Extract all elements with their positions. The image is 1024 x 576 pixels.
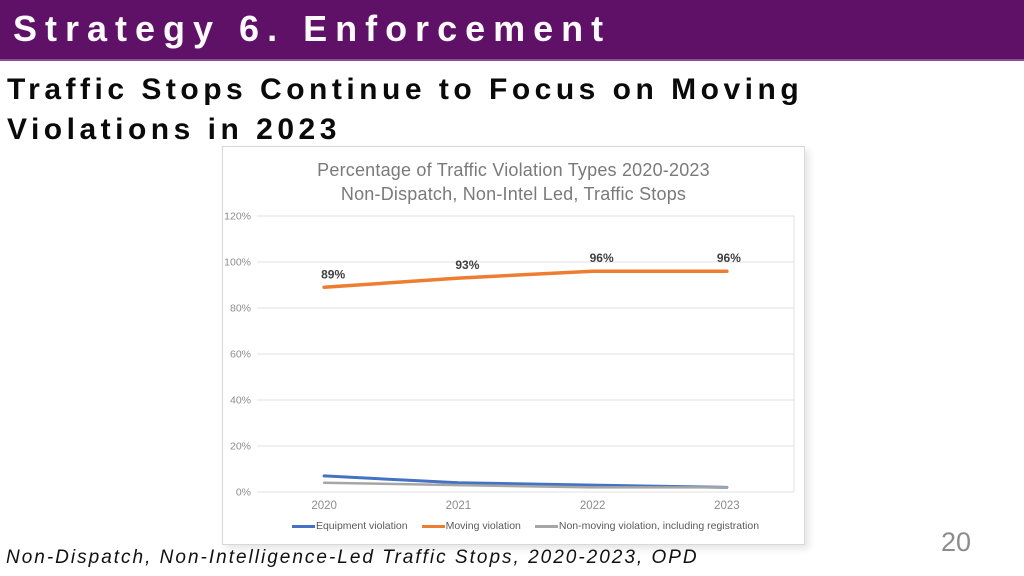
slide-footnote: Non-Dispatch, Non-Intelligence-Led Traff… bbox=[6, 547, 699, 568]
page-number: 20 bbox=[941, 527, 972, 557]
data-label: 96% bbox=[717, 251, 741, 265]
data-label: 89% bbox=[321, 267, 345, 281]
y-axis-tick-label: 120% bbox=[224, 211, 251, 223]
legend-item-equipment-violation: Equipment violation bbox=[291, 520, 408, 532]
y-axis-tick-label: 80% bbox=[230, 303, 251, 315]
legend-label: Non-moving violation, including registra… bbox=[558, 520, 760, 532]
data-label: 93% bbox=[455, 258, 479, 272]
y-axis-tick-label: 0% bbox=[236, 487, 251, 499]
y-axis-tick-label: 40% bbox=[230, 395, 251, 407]
slide-title-line-1: Traffic Stops Continue to Focus on Movin… bbox=[7, 73, 804, 106]
x-axis-tick-label: 2023 bbox=[714, 500, 740, 512]
series-line-non-moving bbox=[322, 481, 729, 489]
x-axis-tick-label: 2020 bbox=[311, 500, 337, 512]
chart-title: Percentage of Traffic Violation Types 20… bbox=[223, 158, 804, 207]
chart-title-line-1: Percentage of Traffic Violation Types 20… bbox=[317, 160, 710, 180]
legend-line-marker bbox=[534, 524, 558, 528]
chart-title-line-2: Non-Dispatch, Non-Intel Led, Traffic Sto… bbox=[340, 184, 687, 205]
data-label: 96% bbox=[590, 251, 614, 265]
slide-title: Traffic Stops Continue to Focus on Movin… bbox=[7, 70, 803, 150]
x-axis-tick-label: 2022 bbox=[580, 500, 606, 512]
banner-title: Strategy 6. Enforcement bbox=[13, 8, 612, 49]
legend-line-marker bbox=[421, 524, 445, 528]
y-axis-tick-label: 60% bbox=[230, 349, 251, 361]
series-line-moving bbox=[322, 269, 729, 290]
violation-types-line-chart: 0% 20% 40% 60% 80% 100% 120% 2020 2021 2022 2023 89… bbox=[224, 211, 795, 512]
x-axis-tick-label: 2021 bbox=[446, 500, 472, 512]
legend-label: Moving violation bbox=[445, 520, 521, 532]
legend-item-moving-violation: Moving violation bbox=[421, 520, 521, 532]
chart-panel: Percentage of Traffic Violation Types 20… bbox=[222, 146, 805, 545]
legend-line-marker bbox=[291, 524, 315, 528]
legend-item-non-moving-violation-including-registration: Non-moving violation, including registra… bbox=[534, 520, 760, 532]
slide-title-line-2: Violations in 2023 bbox=[7, 112, 341, 146]
legend-label: Equipment violation bbox=[315, 520, 408, 532]
y-axis-tick-label: 20% bbox=[230, 441, 251, 453]
slide-header-banner: Strategy 6. Enforcement bbox=[0, 0, 1024, 61]
y-axis-tick-label: 100% bbox=[224, 257, 251, 269]
chart-legend: Equipment violation Moving violation Non-m… bbox=[257, 520, 794, 532]
